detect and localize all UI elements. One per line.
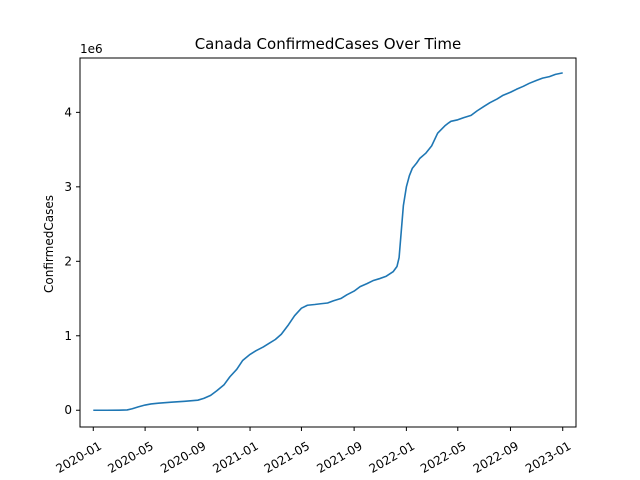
- x-tick-label: 2023-01: [523, 439, 573, 476]
- x-tick-label: 2020-01: [54, 439, 104, 476]
- x-tick-label: 2020-05: [105, 439, 155, 476]
- x-tick-label: 2022-09: [471, 439, 521, 476]
- series-line-confirmed-cases: [93, 72, 563, 412]
- y-axis: 0 1 2 3 4: [64, 105, 80, 417]
- y-tick-label: 1: [64, 329, 72, 343]
- x-axis: 2020-01 2020-05 2020-09 2021-01 2021-05 2021-…: [54, 427, 573, 476]
- x-tick-label: 2022-05: [418, 439, 468, 476]
- x-tick-label: 2021-01: [210, 439, 260, 476]
- plot-frame: [79, 57, 577, 428]
- series-group: [93, 72, 563, 412]
- y-tick-label: 2: [64, 254, 72, 268]
- y-tick-label: 3: [64, 180, 72, 194]
- x-tick-label: 2021-05: [262, 439, 312, 476]
- y-axis-offset-label: 1e6: [80, 42, 103, 56]
- x-tick-label: 2021-09: [314, 439, 364, 476]
- y-axis-label: ConfirmedCases: [42, 195, 56, 293]
- chart-title: Canada ConfirmedCases Over Time: [195, 35, 462, 53]
- x-tick-label: 2020-09: [158, 439, 208, 476]
- y-tick-label: 0: [64, 403, 72, 417]
- x-tick-label: 2022-01: [367, 439, 417, 476]
- y-tick-label: 4: [64, 105, 72, 119]
